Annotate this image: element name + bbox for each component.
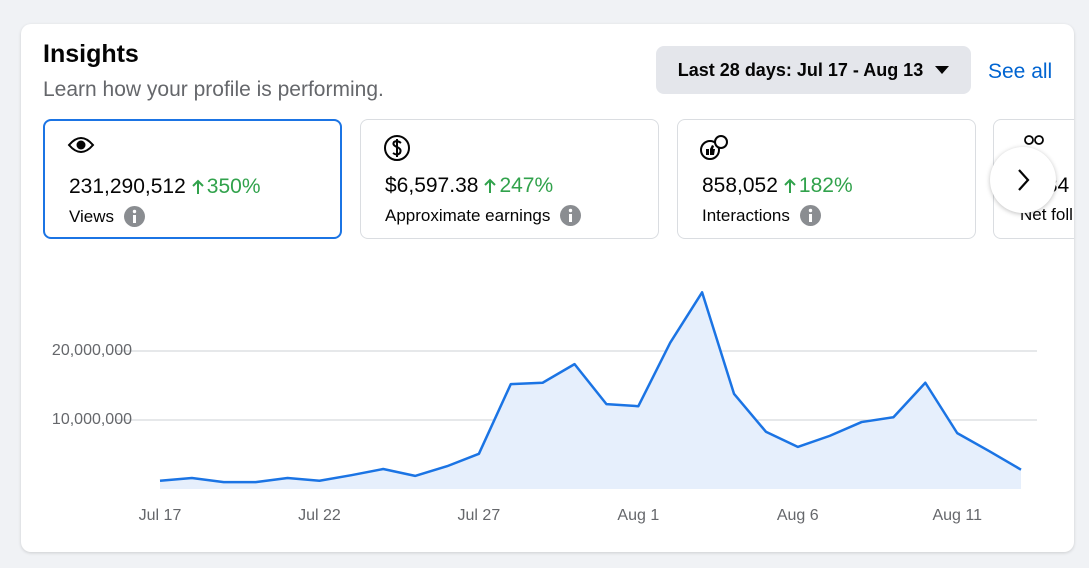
info-icon[interactable] (124, 206, 146, 227)
up-arrow (192, 179, 204, 194)
title: Insights (43, 40, 139, 68)
x-tick-label: Jul 17 (139, 507, 182, 524)
x-tick-label: Jul 22 (298, 507, 341, 524)
views-card[interactable]: 231,290,512 350% Views (43, 119, 342, 239)
card-value: 231,290,512 (69, 175, 186, 198)
up-arrow (784, 178, 796, 193)
date-range-label: Last 28 days: Jul 17 - Aug 13 (677, 59, 924, 80)
next-button[interactable] (990, 147, 1056, 213)
card-value: 858,052 (702, 174, 778, 197)
chevron-icon (1018, 169, 1030, 191)
up-arrow (484, 178, 497, 193)
chart: 10,000,000 20,000,000 Jul 17 Jul 22 Jul 27 Au… (52, 291, 1037, 524)
x-tick-label: Aug 11 (932, 507, 982, 524)
interactions-card[interactable]: 858,052 182% Interactions (677, 119, 976, 239)
x-tick-label: Jul 27 (458, 507, 501, 524)
card-label: Views (69, 206, 115, 226)
x-tick-label: Aug 6 (777, 507, 819, 524)
area (160, 292, 1021, 489)
interactions-icon (700, 135, 728, 160)
caret-icon (935, 66, 950, 74)
dollar-icon (384, 135, 410, 161)
people-icon (1024, 135, 1044, 145)
card-label: Approximate earnings (385, 205, 551, 225)
eye-icon (67, 137, 95, 153)
card-value: $6,597.38 (385, 174, 479, 197)
earnings-card[interactable]: $6,597.38 247% Approximate earnings (360, 119, 659, 239)
info-icon[interactable] (799, 205, 821, 226)
subtitle: Learn how your profile is performing. (43, 78, 384, 101)
card-label: Interactions (702, 205, 790, 225)
x-tick-label: Aug 1 (617, 507, 659, 524)
y-tick-label: 10,000,000 (52, 411, 132, 428)
see-all-link[interactable]: See all (988, 60, 1053, 83)
card-change: 182% (798, 174, 853, 197)
y-tick-label: 20,000,000 (52, 342, 132, 359)
info-icon[interactable] (560, 205, 582, 226)
line (159, 291, 1022, 484)
card-change: 247% (499, 174, 554, 197)
date-range-button[interactable]: Last 28 days: Jul 17 - Aug 13 (656, 46, 971, 94)
card-change: 350% (206, 175, 261, 198)
